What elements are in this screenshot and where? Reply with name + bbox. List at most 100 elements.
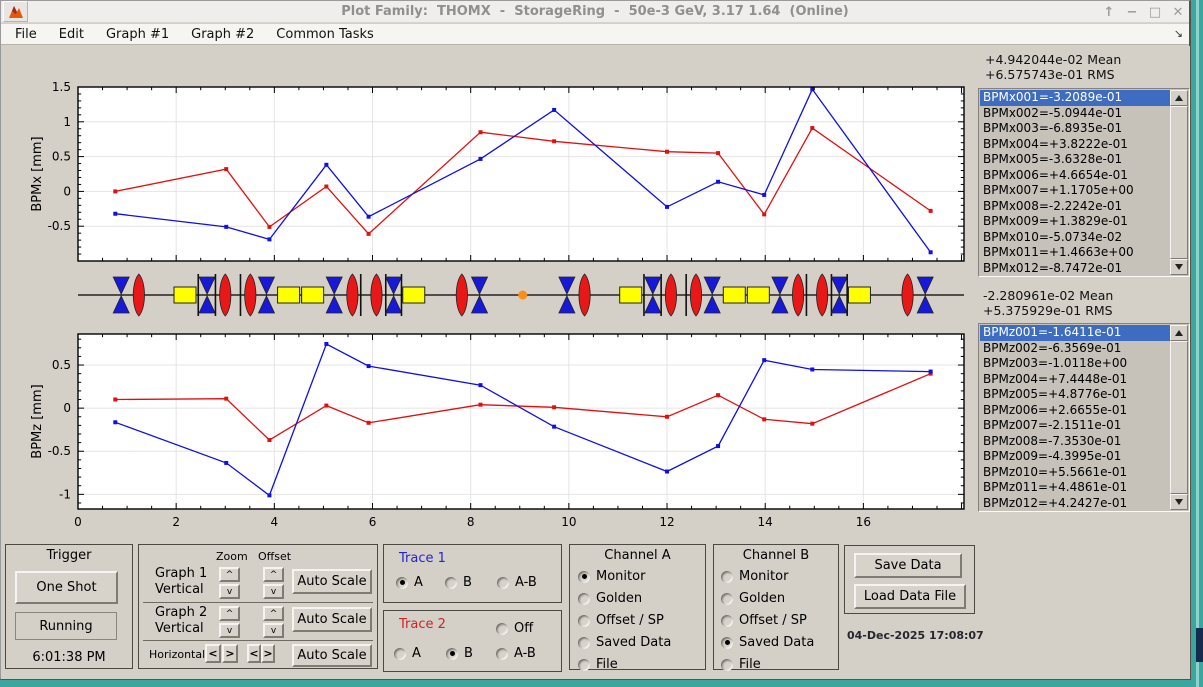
trigger-panel: Trigger One Shot Running 6:01:38 PM (5, 544, 133, 669)
svg-text:10: 10 (561, 515, 576, 529)
graph2-zoom-down-button[interactable]: v (219, 623, 240, 638)
list-item[interactable]: BPMx005=-3.6328e-01 (983, 152, 1123, 166)
bpmz-mean-value: -2.280961e-02 Mean (983, 288, 1114, 303)
list-item[interactable]: BPMz003=-1.0118e+00 (983, 356, 1128, 370)
restore-icon[interactable]: ↑ (1103, 4, 1115, 20)
load-data-file-button[interactable]: Load Data File (854, 584, 966, 609)
scrollbar-thumb[interactable] (1170, 341, 1188, 494)
trace1-option-a-b[interactable]: A-B (497, 575, 537, 590)
radio-label: Golden (596, 591, 643, 606)
menu-item-file[interactable]: File (15, 26, 37, 42)
radio-label: Golden (739, 591, 786, 606)
channel-b-option-offset-sp[interactable]: Offset / SP (721, 613, 807, 628)
list-item[interactable]: BPMx001=-3.2089e-01 (980, 90, 1170, 106)
horizontal-offset-right-button[interactable]: > (261, 644, 275, 663)
list-item[interactable]: BPMz009=-4.3995e-01 (983, 449, 1122, 463)
list-item[interactable]: BPMz005=+4.8776e-01 (983, 387, 1128, 401)
svg-text:BPMx [mm]: BPMx [mm] (30, 136, 45, 211)
list-item[interactable]: BPMx008=-2.2242e-01 (983, 198, 1123, 213)
graph1-offset-down-button[interactable]: v (263, 584, 284, 599)
list-item[interactable]: BPMz002=-6.3569e-01 (983, 340, 1122, 355)
radio-label: A (412, 646, 421, 661)
trace2-option-b[interactable]: B (446, 646, 473, 661)
list-item[interactable]: BPMx002=-5.0944e-01 (983, 105, 1123, 120)
menu-item-graph-2[interactable]: Graph #2 (191, 26, 255, 42)
list-item[interactable]: BPMx006=+4.6654e-01 (983, 167, 1128, 182)
list-item[interactable]: BPMz001=-1.6411e-01 (980, 325, 1170, 341)
menu-item-edit[interactable]: Edit (58, 26, 84, 42)
channel-a-option-file[interactable]: File (578, 657, 618, 672)
radio-label: Saved Data (739, 635, 815, 650)
channel-b-option-golden[interactable]: Golden (721, 591, 785, 606)
graph2-zoom-up-button[interactable]: ^ (219, 606, 240, 621)
radio-icon (721, 570, 733, 583)
svg-text:-1: -1 (59, 487, 71, 501)
list-item[interactable]: BPMx003=-6.8935e-01 (983, 121, 1123, 135)
list-item[interactable]: BPMz006=+2.6655e-01 (983, 402, 1128, 417)
bpmx-mean-value: +4.942044e-02 Mean (985, 52, 1122, 67)
graph1-offset-up-button[interactable]: ^ (263, 567, 284, 582)
horizontal-zoom-right-button[interactable]: > (222, 644, 238, 663)
maximize-icon[interactable]: □ (1148, 4, 1162, 20)
list-item[interactable]: BPMz004=+7.4448e-01 (983, 371, 1128, 386)
horizontal-auto-scale-button[interactable]: Auto Scale (292, 644, 372, 667)
menu-overflow-arrow-icon[interactable]: ↘ (1173, 27, 1183, 40)
graph1-zoom-up-button[interactable]: ^ (219, 567, 240, 582)
list-item[interactable]: BPMz011=+4.4861e-01 (983, 480, 1128, 494)
close-icon[interactable]: ✕ (1172, 4, 1184, 20)
graph2-offset-up-button[interactable]: ^ (263, 606, 284, 621)
bpmz-scrollbar[interactable] (1170, 325, 1188, 510)
channel-a-option-saved-data[interactable]: Saved Data (578, 635, 671, 650)
one-shot-button[interactable]: One Shot (15, 571, 118, 604)
list-item[interactable]: BPMx012=-8.7472e-01 (983, 260, 1123, 275)
graph2-offset-down-button[interactable]: v (263, 623, 284, 638)
scroll-up-button[interactable] (1170, 325, 1188, 341)
list-item[interactable]: BPMz008=-7.3530e-01 (983, 433, 1122, 448)
svg-text:8: 8 (467, 515, 475, 529)
minimize-icon[interactable]: − (1126, 4, 1138, 20)
bpmz-listbox: BPMz001=-1.6411e-01 BPMz002=-6.3569e-01 BP… (978, 323, 1190, 512)
trace1-panel: Trace 1 A B A-B (383, 544, 562, 603)
list-item[interactable]: BPMx007=+1.1705e+00 (983, 183, 1134, 197)
list-item[interactable]: BPMx004=+3.8222e-01 (983, 136, 1128, 151)
trace2-option-a[interactable]: A (394, 646, 421, 661)
channel-a-option-monitor[interactable]: Monitor (578, 569, 645, 584)
menu-item-common-tasks[interactable]: Common Tasks (276, 26, 374, 42)
menu-item-graph-1[interactable]: Graph #1 (105, 26, 170, 42)
trace1-option-b[interactable]: B (445, 575, 472, 590)
separator (143, 640, 373, 641)
list-item[interactable]: BPMz010=+5.5661e-01 (983, 464, 1128, 479)
horizontal-zoom-left-button[interactable]: < (205, 644, 221, 663)
graph1-auto-scale-button[interactable]: Auto Scale (292, 569, 372, 594)
scroll-down-button[interactable] (1170, 494, 1188, 510)
trace2-option-off[interactable]: Off (496, 621, 533, 636)
list-item[interactable]: BPMx011=+1.4663e+00 (983, 245, 1134, 259)
channel-a-option-offset-sp[interactable]: Offset / SP (578, 613, 664, 628)
matlab-logo-icon (8, 5, 23, 18)
list-item[interactable]: BPMx009=+1.3829e-01 (983, 214, 1128, 228)
svg-text:-0.5: -0.5 (48, 444, 71, 458)
svg-text:16: 16 (856, 515, 871, 529)
radio-icon (578, 658, 590, 671)
scroll-down-button[interactable] (1170, 259, 1188, 275)
svg-text:4: 4 (271, 515, 279, 529)
scroll-up-button[interactable] (1170, 90, 1188, 106)
graph2-auto-scale-button[interactable]: Auto Scale (292, 607, 372, 632)
channel-b-option-saved-data[interactable]: Saved Data (721, 635, 814, 650)
list-item[interactable]: BPMx010=-5.0734e-02 (983, 229, 1123, 244)
channel-b-option-monitor[interactable]: Monitor (721, 569, 788, 584)
bpmx-rms-value: +6.575743e-01 RMS (985, 67, 1115, 82)
trace2-option-a-b[interactable]: A-B (496, 646, 536, 661)
scrollbar-thumb[interactable] (1170, 106, 1188, 259)
window-title: Plot Family: THOMX - StorageRing - 50e-3… (341, 4, 849, 19)
trace1-option-a[interactable]: A (396, 575, 423, 590)
list-item[interactable]: BPMz012=+4.2427e-01 (983, 495, 1128, 510)
save-data-button[interactable]: Save Data (854, 553, 962, 578)
channel-b-option-file[interactable]: File (721, 657, 761, 672)
channel-a-option-golden[interactable]: Golden (578, 591, 642, 606)
graph1-zoom-down-button[interactable]: v (219, 584, 240, 599)
horizontal-offset-left-button[interactable]: < (247, 644, 261, 663)
bpmx-scrollbar[interactable] (1170, 90, 1188, 275)
list-item[interactable]: BPMz007=-2.1511e-01 (983, 418, 1122, 432)
app-icon[interactable] (3, 1, 28, 22)
